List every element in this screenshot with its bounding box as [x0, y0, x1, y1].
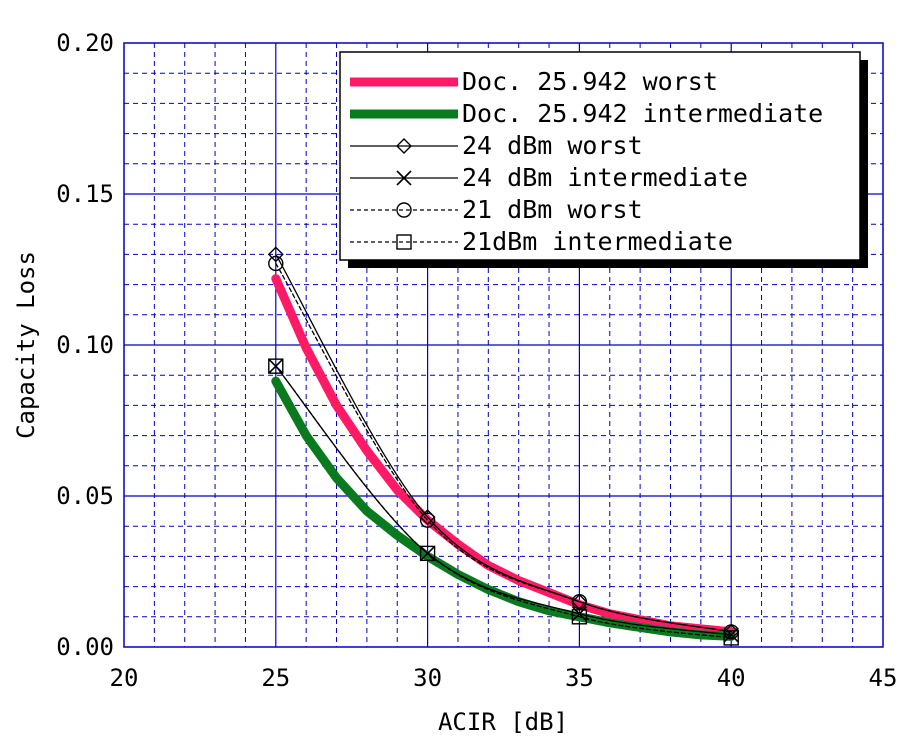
series-3	[267, 246, 740, 640]
data-point-diamond	[267, 246, 284, 263]
plot-frame	[123, 42, 884, 648]
legend-label: 21dBm intermediate	[462, 227, 733, 256]
data-point-square	[571, 609, 588, 625]
data-point-circle	[571, 594, 588, 610]
legend-label: 24 dBm worst	[462, 131, 643, 160]
legend-marker-square	[396, 234, 412, 250]
series-line	[275, 262, 732, 633]
legend-label: Doc. 25.942 worst	[462, 67, 718, 96]
y-tick-label: 0.05	[56, 482, 114, 510]
legend-label: 21 dBm worst	[462, 195, 643, 224]
legend-box	[339, 51, 861, 261]
y-tick-label: 0.10	[56, 331, 114, 359]
x-axis-title: ACIR [dB]	[438, 708, 568, 736]
y-tick-label: 0.00	[56, 633, 114, 661]
data-point-square	[723, 630, 739, 646]
legend: Doc. 25.942 worst Doc. 25.942 intermediat…	[339, 51, 868, 268]
series-6	[268, 358, 739, 646]
series-line	[275, 365, 732, 639]
legend-marker-x	[396, 170, 412, 186]
y-tick-label: 0.20	[56, 29, 114, 57]
data-point-square	[268, 358, 284, 374]
x-tick-label: 30	[413, 664, 442, 692]
data-point-circle	[419, 512, 436, 528]
series-1	[271, 274, 736, 637]
data-point-circle	[268, 255, 284, 272]
x-tick-label: 25	[261, 664, 290, 692]
x-tick-label: 40	[717, 664, 746, 692]
legend-marker-circle	[396, 202, 412, 218]
series-5	[268, 255, 739, 640]
tick-labels: 20 25 30 35 40 45 0.00 0.05 0.10 0.15 0.20	[56, 29, 897, 692]
x-tick-label: 35	[565, 664, 594, 692]
data-point-square	[419, 545, 436, 562]
series-line	[271, 274, 736, 637]
legend-marker-diamond	[396, 138, 412, 154]
legend-label: Doc. 25.942 intermediate	[462, 99, 823, 128]
series-layer	[267, 246, 740, 646]
y-axis-title: Capacity Loss	[12, 251, 40, 439]
x-tick-label: 20	[110, 664, 139, 692]
y-tick-label: 0.15	[56, 180, 114, 208]
x-tick-label: 45	[869, 664, 898, 692]
legend-label: 24 dBm intermediate	[462, 163, 748, 192]
